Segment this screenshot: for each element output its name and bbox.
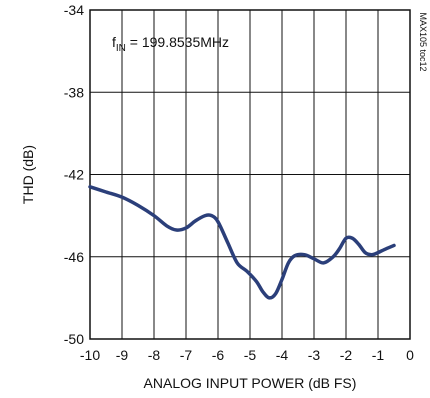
- plot-area: [88, 9, 411, 340]
- x-tick-label: -1: [372, 347, 385, 363]
- x-tick-label: -5: [244, 347, 257, 363]
- figure-watermark: MAX105 toc12: [418, 12, 428, 71]
- y-tick-label: -50: [64, 331, 84, 347]
- x-tick-label: -6: [212, 347, 225, 363]
- x-tick-label: -7: [180, 347, 193, 363]
- y-tick-label: -46: [64, 249, 84, 265]
- plot-frame: [89, 9, 411, 340]
- x-tick-labels: -10 -9 -8 -7 -6 -5 -4 -3 -2 -1 0: [80, 347, 414, 363]
- y-tick-label: -42: [64, 167, 84, 183]
- y-tick-labels: -50 -46 -42 -38 -34: [64, 2, 84, 347]
- x-tick-label: -9: [116, 347, 129, 363]
- x-axis-title: ANALOG INPUT POWER (dB FS): [144, 375, 357, 391]
- x-tick-label: -2: [340, 347, 353, 363]
- thd-series-line: [88, 185, 396, 300]
- annotation-f: f: [112, 34, 116, 50]
- y-tick-label: -34: [64, 2, 84, 18]
- y-axis-title: THD (dB): [20, 145, 36, 204]
- annotation-subscript: IN: [116, 43, 126, 54]
- y-tick-label: -38: [64, 84, 84, 100]
- x-tick-label: -8: [148, 347, 161, 363]
- x-tick-label: -3: [308, 347, 321, 363]
- frequency-annotation: fIN = 199.8535MHz: [112, 34, 229, 54]
- x-tick-label: 0: [406, 347, 414, 363]
- x-tick-label: -10: [80, 347, 100, 363]
- annotation-value: = 199.8535MHz: [126, 34, 229, 50]
- grid: [89, 9, 411, 340]
- x-tick-label: -4: [276, 347, 289, 363]
